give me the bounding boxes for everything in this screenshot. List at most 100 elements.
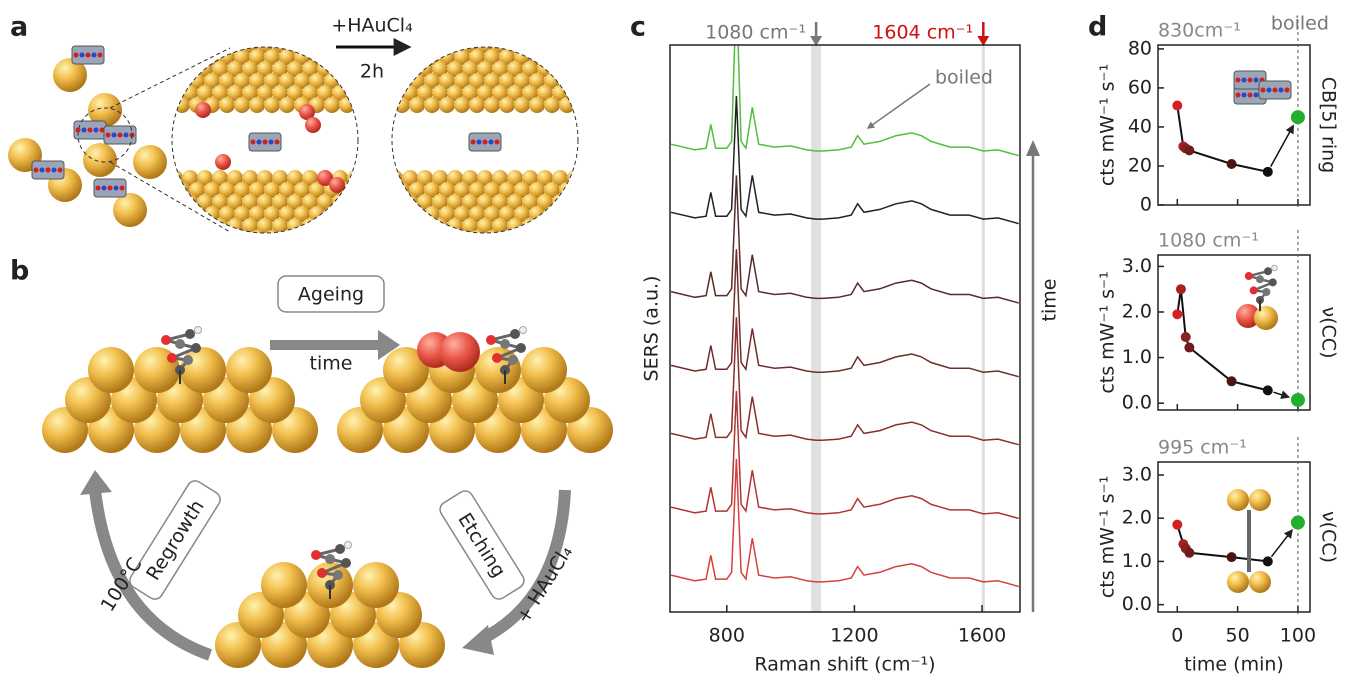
gold-ball <box>582 170 598 186</box>
gold-ball <box>332 37 348 53</box>
gold-ball <box>369 230 385 246</box>
gold-ball <box>324 49 340 65</box>
gold-ball <box>574 73 590 89</box>
atom <box>1269 278 1277 286</box>
data-point <box>1227 376 1237 386</box>
gold-ball <box>544 206 560 222</box>
gold-ball <box>574 182 590 198</box>
ageing-sub: time <box>310 353 353 375</box>
gold-ball <box>424 97 440 113</box>
x-axis-label: time (min) <box>1184 654 1284 676</box>
gold-ball <box>387 61 403 77</box>
gold-ball <box>305 117 321 133</box>
gold-ball <box>409 230 425 246</box>
atom <box>495 140 500 145</box>
atom <box>269 140 274 145</box>
gold-ball <box>567 37 583 53</box>
boil-arrow <box>1271 126 1293 167</box>
gold-ball <box>167 194 183 210</box>
gold-ball <box>152 61 168 77</box>
atom <box>52 168 57 173</box>
gold-ball <box>372 170 388 186</box>
gap-view <box>152 37 385 246</box>
atom <box>257 140 262 145</box>
gold-ball <box>372 194 388 210</box>
gold-ball <box>544 230 560 246</box>
y-tick-label: 2.0 <box>1122 300 1152 322</box>
gold-ball <box>409 97 425 113</box>
gold-ball <box>567 170 583 186</box>
gold-ball <box>529 230 545 246</box>
process-arrow <box>80 470 112 495</box>
spectrum <box>671 317 1019 445</box>
gold-ball <box>219 230 235 246</box>
gold-ball <box>484 97 500 113</box>
data-point <box>1291 393 1305 407</box>
gold-ball <box>387 194 403 210</box>
gold-ball <box>302 218 318 234</box>
atom <box>1242 78 1247 83</box>
gold-ball <box>226 347 272 393</box>
gold-ball <box>182 194 198 210</box>
data-point <box>1263 167 1273 177</box>
spectrum <box>671 96 1019 224</box>
gold-ball <box>83 143 117 177</box>
gold-ball <box>559 206 575 222</box>
atom <box>167 353 177 363</box>
atom <box>1272 265 1278 271</box>
gold-ball <box>567 218 583 234</box>
x-tick-label: 800 <box>709 625 745 647</box>
gold-ball <box>387 37 403 53</box>
gold-ball <box>402 37 418 53</box>
y-tick-label: 0.0 <box>1122 593 1152 615</box>
gold-ball <box>432 37 448 53</box>
atom <box>114 186 119 191</box>
atom <box>1248 93 1253 98</box>
gold-ball <box>522 37 538 53</box>
gold-ball <box>582 218 598 234</box>
boil-arrow <box>1271 530 1291 556</box>
gold-ball <box>552 194 568 210</box>
boil-arrow <box>1273 392 1288 397</box>
trend-line <box>1177 289 1268 390</box>
atom <box>317 568 327 578</box>
gold-ball <box>347 194 363 210</box>
gold-ball <box>589 73 605 89</box>
gold-ball <box>362 85 378 101</box>
atom <box>486 335 496 345</box>
atom <box>82 128 87 133</box>
atom <box>96 186 101 191</box>
data-point <box>1227 552 1237 562</box>
atom <box>40 168 45 173</box>
gold-ball <box>387 218 403 234</box>
highlight-label: 1080 cm⁻¹ <box>705 22 806 44</box>
x-tick-label: 1600 <box>958 625 1006 647</box>
gold-ball <box>347 37 363 53</box>
y-tick-label: 1.0 <box>1122 346 1152 368</box>
gold-ball <box>454 230 470 246</box>
y-tick-label: 80 <box>1128 37 1152 59</box>
gold-ball <box>261 562 307 608</box>
data-point <box>1176 284 1186 294</box>
gold-ball <box>552 61 568 77</box>
y-axis-label: cts mW⁻¹ s⁻¹ <box>1097 64 1119 186</box>
gold-ball <box>567 85 583 101</box>
gold-ball <box>440 332 480 372</box>
gold-ball <box>379 97 395 113</box>
gold-ball <box>394 182 410 198</box>
gold-ball <box>332 218 348 234</box>
gold-ball <box>589 182 605 198</box>
atom <box>161 335 171 345</box>
gold-ball <box>159 73 175 89</box>
x-axis-label: Raman shift (cm⁻¹) <box>754 654 935 676</box>
atom <box>275 140 280 145</box>
atom <box>106 133 111 138</box>
data-point <box>1263 385 1273 395</box>
gold-ball <box>152 85 168 101</box>
gold-ball <box>552 37 568 53</box>
gold-ball <box>1249 571 1271 593</box>
time-label: time <box>1039 279 1061 322</box>
atom <box>102 186 107 191</box>
gold-ball <box>88 347 134 393</box>
atom <box>58 168 63 173</box>
